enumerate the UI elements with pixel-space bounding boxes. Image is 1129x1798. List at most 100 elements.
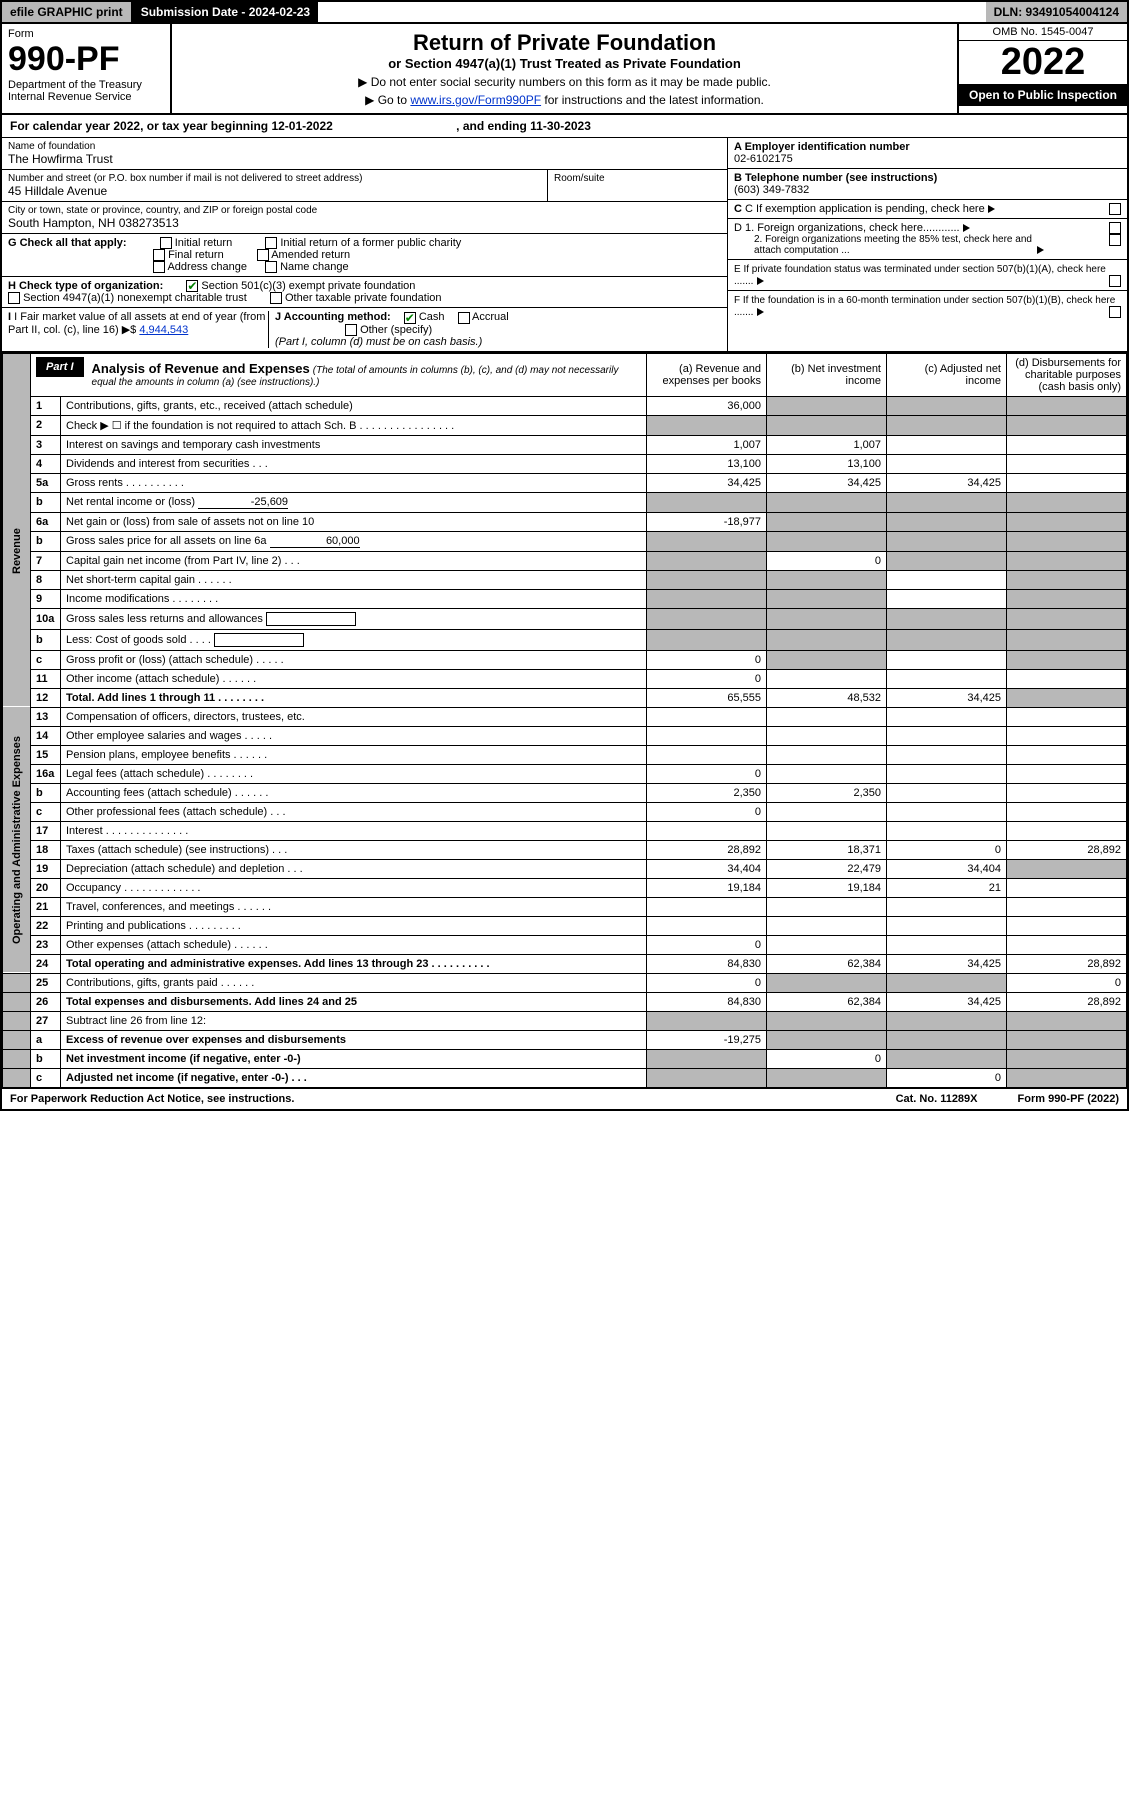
table-row: 27Subtract line 26 from line 12: — [3, 1011, 1127, 1030]
cell-a: 28,892 — [647, 840, 767, 859]
cell-b — [767, 492, 887, 512]
d-cell: D 1. Foreign organizations, check here..… — [728, 219, 1127, 260]
form-number: 990-PF — [8, 40, 164, 79]
table-row: 21Travel, conferences, and meetings . . … — [3, 897, 1127, 916]
checkbox-cash[interactable] — [404, 312, 416, 324]
checkbox-other-taxable[interactable] — [270, 292, 282, 304]
cell-c — [887, 570, 1007, 589]
form-label: Form — [8, 28, 164, 40]
cell-a — [647, 531, 767, 551]
cell-c — [887, 802, 1007, 821]
checkbox-4947[interactable] — [8, 292, 20, 304]
cell-d — [1007, 688, 1127, 707]
cell-d — [1007, 878, 1127, 897]
row-number: b — [31, 629, 61, 650]
cell-a — [647, 916, 767, 935]
checkbox-final-return[interactable] — [153, 249, 165, 261]
row-number: 6a — [31, 512, 61, 531]
row-desc: Total expenses and disbursements. Add li… — [61, 992, 647, 1011]
cell-a: -18,977 — [647, 512, 767, 531]
cell-b — [767, 396, 887, 415]
cell-d — [1007, 669, 1127, 688]
row-desc: Net short-term capital gain . . . . . . — [61, 570, 647, 589]
cell-c — [887, 650, 1007, 669]
row-number: a — [31, 1030, 61, 1049]
table-row: 23Other expenses (attach schedule) . . .… — [3, 935, 1127, 954]
checkbox-d1[interactable] — [1109, 222, 1121, 234]
cell-d — [1007, 1049, 1127, 1068]
row-number: c — [31, 1068, 61, 1087]
table-row: bNet investment income (if negative, ent… — [3, 1049, 1127, 1068]
cell-c: 34,425 — [887, 954, 1007, 973]
cell-d: 0 — [1007, 973, 1127, 992]
table-row: 24Total operating and administrative exp… — [3, 954, 1127, 973]
cell-a: 0 — [647, 764, 767, 783]
row-number: 9 — [31, 589, 61, 608]
checkbox-name-change[interactable] — [265, 261, 277, 273]
cell-b — [767, 1011, 887, 1030]
cell-d: 28,892 — [1007, 840, 1127, 859]
checkbox-f[interactable] — [1109, 306, 1121, 318]
cell-a: 1,007 — [647, 435, 767, 454]
row-desc: Legal fees (attach schedule) . . . . . .… — [61, 764, 647, 783]
cell-b — [767, 512, 887, 531]
row-desc: Other expenses (attach schedule) . . . .… — [61, 935, 647, 954]
checkbox-accrual[interactable] — [458, 312, 470, 324]
row-number: 2 — [31, 415, 61, 435]
cell-b — [767, 897, 887, 916]
checkbox-initial-return[interactable] — [160, 237, 172, 249]
cell-b — [767, 570, 887, 589]
row-number: 26 — [31, 992, 61, 1011]
cell-b — [767, 973, 887, 992]
arrow-icon — [757, 308, 764, 316]
row-number: 22 — [31, 916, 61, 935]
table-row: 26Total expenses and disbursements. Add … — [3, 992, 1127, 1011]
row-number: 13 — [31, 707, 61, 726]
checkbox-address-change[interactable] — [153, 261, 165, 273]
cell-c — [887, 454, 1007, 473]
cell-d — [1007, 551, 1127, 570]
cell-b — [767, 589, 887, 608]
h-row: H Check type of organization: Section 50… — [2, 277, 727, 308]
row-desc: Contributions, gifts, grants, etc., rece… — [61, 396, 647, 415]
checkbox-501c3[interactable] — [186, 280, 198, 292]
checkbox-d2[interactable] — [1109, 234, 1121, 246]
checkbox-amended[interactable] — [257, 249, 269, 261]
row-number: 4 — [31, 454, 61, 473]
table-row: 7Capital gain net income (from Part IV, … — [3, 551, 1127, 570]
row-number: 15 — [31, 745, 61, 764]
cell-d — [1007, 764, 1127, 783]
row-number: 20 — [31, 878, 61, 897]
checkbox-other-method[interactable] — [345, 324, 357, 336]
row-number: 21 — [31, 897, 61, 916]
table-row: bNet rental income or (loss) -25,609 — [3, 492, 1127, 512]
note-ssn: ▶ Do not enter social security numbers o… — [178, 75, 951, 89]
fmv-value[interactable]: 4,944,543 — [139, 324, 188, 336]
checkbox-e[interactable] — [1109, 275, 1121, 287]
cell-a — [647, 629, 767, 650]
row-desc: Less: Cost of goods sold . . . . — [61, 629, 647, 650]
checkbox-c[interactable] — [1109, 203, 1121, 215]
table-row: 4Dividends and interest from securities … — [3, 454, 1127, 473]
dept-treasury: Department of the Treasury — [8, 79, 164, 91]
row-desc: Interest on savings and temporary cash i… — [61, 435, 647, 454]
checkbox-initial-public[interactable] — [265, 237, 277, 249]
table-row: 12Total. Add lines 1 through 11 . . . . … — [3, 688, 1127, 707]
row-desc: Taxes (attach schedule) (see instruction… — [61, 840, 647, 859]
cell-b — [767, 707, 887, 726]
form-ref: Form 990-PF (2022) — [1018, 1093, 1119, 1105]
cell-b: 0 — [767, 1049, 887, 1068]
cell-a: -19,275 — [647, 1030, 767, 1049]
irs-link[interactable]: www.irs.gov/Form990PF — [410, 93, 541, 107]
efile-label[interactable]: efile GRAPHIC print — [2, 2, 133, 22]
cell-a — [647, 1068, 767, 1087]
cell-b: 2,350 — [767, 783, 887, 802]
table-row: bGross sales price for all assets on lin… — [3, 531, 1127, 551]
top-bar: efile GRAPHIC print Submission Date - 20… — [2, 2, 1127, 24]
submission-date: Submission Date - 2024-02-23 — [133, 2, 318, 22]
paperwork-notice: For Paperwork Reduction Act Notice, see … — [10, 1093, 294, 1105]
cell-c: 34,425 — [887, 473, 1007, 492]
cell-a — [647, 551, 767, 570]
cell-c — [887, 1030, 1007, 1049]
cell-b: 48,532 — [767, 688, 887, 707]
